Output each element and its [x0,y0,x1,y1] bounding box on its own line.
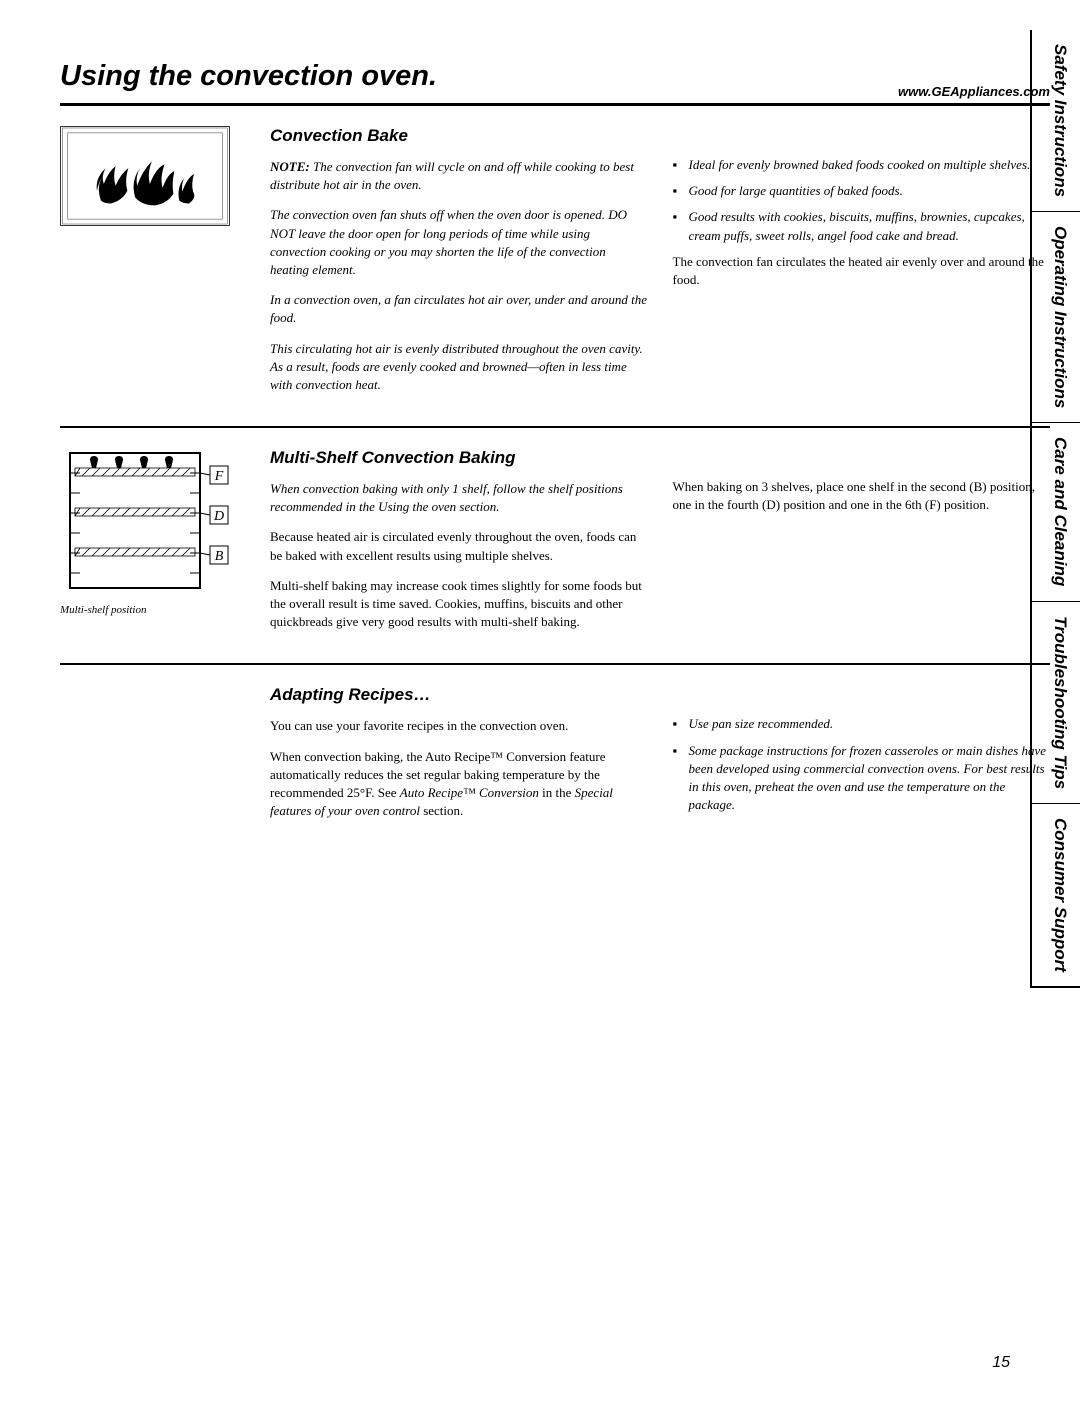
svg-text:F: F [214,469,224,484]
section3-p2b: Auto Recipe™ Conversion [400,785,539,800]
section3-p2e: section. [420,803,463,818]
section2-col2: When baking on 3 shelves, place one shel… [673,448,1051,643]
section2-heading: Multi-Shelf Convection Baking [270,448,648,468]
fire-illustration [60,126,230,226]
section1-bullet1: ▪ Ideal for evenly browned baked foods c… [673,156,1051,174]
section2-p3: Multi-shelf baking may increase cook tim… [270,577,648,632]
section3-p1: You can use your favorite recipes in the… [270,717,648,735]
bullet2-text: Good for large quantities of baked foods… [689,182,903,200]
section1-content: Convection Bake NOTE: The convection fan… [270,126,1050,406]
page-number: 15 [992,1354,1010,1372]
section1-col1: Convection Bake NOTE: The convection fan… [270,126,648,406]
bullet-icon: ▪ [673,742,689,815]
section1-p2: In a convection oven, a fan circulates h… [270,291,648,327]
section2-content: Multi-Shelf Convection Baking When conve… [270,448,1050,643]
bullet-icon: ▪ [673,182,689,200]
section3-bullet1-text: Use pan size recommended. [689,715,834,733]
section1-heading: Convection Bake [270,126,648,146]
section-convection-bake: Convection Bake NOTE: The convection fan… [60,126,1050,428]
page-title: Using the convection oven. [60,60,437,93]
oven-shelf-illustration: F D B [60,448,255,598]
section3-col2: ▪ Use pan size recommended. ▪ Some packa… [673,685,1051,832]
section3-content: Adapting Recipes… You can use your favor… [270,685,1050,832]
svg-text:B: B [215,549,224,564]
oven-shelf-icon: F D B [60,448,240,593]
header-row: Using the convection oven. www.GEApplian… [60,60,1050,106]
section2-col1: Multi-Shelf Convection Baking When conve… [270,448,648,643]
section3-p2: When convection baking, the Auto Recipe™… [270,748,648,821]
note-label: NOTE: [270,159,310,174]
section-multi-shelf: F D B Multi-shelf position Multi-Shelf C… [60,448,1050,665]
section1-bullet2: ▪ Good for large quantities of baked foo… [673,182,1051,200]
section3-left [60,685,270,832]
section1-note: NOTE: The convection fan will cycle on a… [270,158,648,194]
section3-heading: Adapting Recipes… [270,685,648,705]
note-text: The convection fan will cycle on and off… [270,159,634,192]
section1-p1: The convection oven fan shuts off when t… [270,206,648,279]
website-url: www.GEAppliances.com [898,84,1050,99]
section3-bullet2-text: Some package instructions for frozen cas… [689,742,1051,815]
section2-caption: Multi-shelf position [60,604,255,616]
section1-col2: ▪ Ideal for evenly browned baked foods c… [673,126,1051,406]
section1-closing: The convection fan circulates the heated… [673,253,1051,289]
section-adapting-recipes: Adapting Recipes… You can use your favor… [60,685,1050,852]
section2-rcol: When baking on 3 shelves, place one shel… [673,478,1051,514]
section3-col1: Adapting Recipes… You can use your favor… [270,685,648,832]
section2-p2: Because heated air is circulated evenly … [270,528,648,564]
section3-bullet2: ▪ Some package instructions for frozen c… [673,742,1051,815]
section2-illustration-col: F D B Multi-shelf position [60,448,270,643]
section1-p3: This circulating hot air is evenly distr… [270,340,648,395]
section3-bullet1: ▪ Use pan size recommended. [673,715,1051,733]
bullet3-text: Good results with cookies, biscuits, muf… [689,208,1051,244]
bullet1-text: Ideal for evenly browned baked foods coo… [689,156,1031,174]
bullet-icon: ▪ [673,715,689,733]
section1-bullet3: ▪ Good results with cookies, biscuits, m… [673,208,1051,244]
section3-p2c: in the [539,785,575,800]
section2-p1: When convection baking with only 1 shelf… [270,480,648,516]
section1-illustration-col [60,126,270,406]
fire-icon [61,127,229,225]
bullet-icon: ▪ [673,208,689,244]
svg-text:D: D [213,509,224,524]
page-container: Using the convection oven. www.GEApplian… [0,0,1080,882]
bullet-icon: ▪ [673,156,689,174]
